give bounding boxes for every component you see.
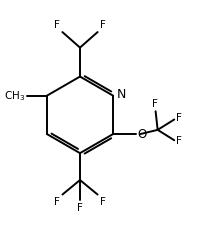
Text: F: F: [176, 114, 182, 124]
Text: F: F: [77, 203, 83, 213]
Text: O: O: [137, 128, 146, 140]
Text: F: F: [100, 20, 106, 30]
Text: F: F: [100, 197, 106, 207]
Text: F: F: [54, 197, 60, 207]
Text: F: F: [54, 20, 60, 30]
Text: F: F: [152, 99, 157, 109]
Text: F: F: [176, 136, 182, 146]
Text: CH$_3$: CH$_3$: [4, 89, 26, 103]
Text: N: N: [116, 88, 126, 101]
